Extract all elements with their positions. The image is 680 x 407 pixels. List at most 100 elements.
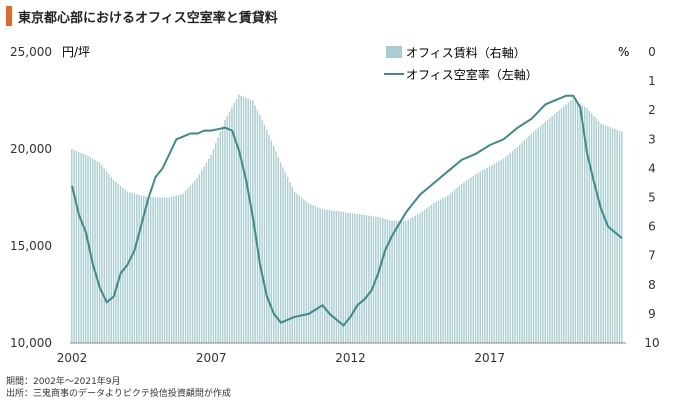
- rent-bar: [544, 121, 546, 343]
- rent-bar: [112, 180, 115, 343]
- rent-bar: [365, 215, 368, 343]
- rent-bar: [314, 206, 317, 343]
- rent-bar: [175, 195, 177, 343]
- rent-bar: [240, 95, 242, 344]
- left-axis-ticks: 25,000 20,000 15,000 10,000: [10, 45, 52, 350]
- rent-bar: [117, 183, 119, 343]
- rent-bar: [423, 209, 426, 343]
- rent-bar: [442, 198, 444, 343]
- rent-bar: [205, 162, 208, 343]
- rent-bar: [191, 183, 194, 343]
- rent-bar: [103, 168, 105, 343]
- rent-bar: [73, 149, 75, 343]
- rent-bar: [407, 219, 409, 343]
- rent-bar: [358, 214, 361, 343]
- rent-bar: [361, 214, 363, 343]
- vacancy-rate-line: [71, 94, 623, 327]
- rent-bar: [154, 197, 157, 343]
- rent-bar: [214, 143, 217, 343]
- rent-bar: [553, 114, 556, 343]
- rent-bar: [133, 193, 136, 343]
- title-accent-bar: [6, 6, 12, 26]
- right-axis-ticks: 0 1 2 3 4 5 6 7 8 9 10: [644, 45, 659, 350]
- rent-bar: [546, 119, 549, 344]
- rent-bar: [581, 105, 584, 343]
- rent-bar: [279, 162, 282, 343]
- rent-bar: [447, 195, 449, 343]
- rent-bar: [525, 138, 528, 343]
- rent-bar: [105, 171, 108, 343]
- rent-bar: [558, 110, 560, 343]
- rent-bar: [402, 220, 405, 343]
- rent-bar: [150, 196, 152, 343]
- rent-bar: [602, 124, 604, 343]
- rent-bar: [528, 135, 530, 343]
- rent-bar: [317, 207, 319, 343]
- right-tick-label: 7: [648, 249, 656, 263]
- rent-bar: [414, 215, 416, 343]
- rent-bar: [177, 194, 180, 343]
- rent-bar: [486, 167, 488, 343]
- rent-bar: [505, 156, 507, 343]
- rent-bar: [607, 126, 609, 344]
- rent-bar: [275, 151, 277, 343]
- rent-bar: [393, 220, 396, 343]
- rent-bar: [611, 128, 614, 343]
- rent-bar: [430, 204, 433, 343]
- x-tick-label: 2002: [57, 351, 88, 365]
- rent-bar: [395, 220, 398, 343]
- rent-bar: [456, 187, 458, 343]
- legend: オフィス賃料（右軸） オフィス空室率（左軸）: [384, 45, 538, 82]
- rent-bar: [170, 196, 173, 343]
- rent-bar: [80, 152, 82, 343]
- rent-bar: [331, 210, 333, 343]
- right-tick-label: 1: [648, 74, 656, 88]
- legend-swatch-rent: [386, 46, 402, 58]
- rent-bar: [233, 103, 235, 343]
- rent-bar: [194, 180, 196, 343]
- rent-bar: [189, 185, 191, 343]
- rent-bar: [303, 199, 305, 343]
- rent-bar: [484, 169, 486, 343]
- rent-bar: [270, 140, 273, 343]
- rent-bar: [386, 219, 389, 343]
- rent-bar: [363, 214, 365, 343]
- rent-bar: [335, 211, 338, 343]
- rent-bar: [583, 106, 586, 343]
- rent-bar: [166, 197, 168, 343]
- rent-bar: [354, 213, 356, 343]
- rent-bar: [370, 215, 372, 343]
- legend-label-vacancy: オフィス空室率（左軸）: [406, 67, 538, 82]
- rent-bar: [514, 149, 516, 343]
- rent-bar: [231, 107, 233, 343]
- rent-bar: [521, 142, 523, 343]
- footnote-period: 期間：2002年～2021年9月: [6, 377, 121, 387]
- rent-bar: [282, 167, 284, 343]
- rent-bar: [426, 208, 428, 343]
- rent-bar: [110, 177, 112, 343]
- rent-bar: [98, 162, 101, 343]
- rent-bar: [284, 172, 286, 343]
- rent-bar: [119, 185, 122, 343]
- rent-bar: [266, 129, 268, 343]
- x-axis-ticks: 2002 2007 2012 2017: [57, 351, 505, 365]
- rent-bars-group: [71, 94, 623, 344]
- rent-bar: [349, 213, 351, 343]
- rent-bar: [126, 191, 129, 343]
- rent-bar: [377, 216, 379, 343]
- rent-bar: [296, 193, 298, 343]
- rent-bar: [451, 191, 454, 343]
- rent-bar: [351, 213, 354, 343]
- rent-bar: [590, 113, 593, 344]
- rent-bar: [477, 172, 479, 343]
- rent-bar: [507, 154, 509, 343]
- rent-bar: [161, 197, 164, 343]
- rent-bar: [479, 171, 481, 343]
- rent-bar: [247, 98, 249, 343]
- rent-bar: [219, 131, 222, 343]
- rent-bar: [208, 158, 210, 343]
- rent-bar: [78, 151, 80, 343]
- rent-bar: [449, 193, 451, 343]
- rent-bar: [398, 220, 400, 343]
- left-axis-unit: 円/坪: [62, 45, 90, 59]
